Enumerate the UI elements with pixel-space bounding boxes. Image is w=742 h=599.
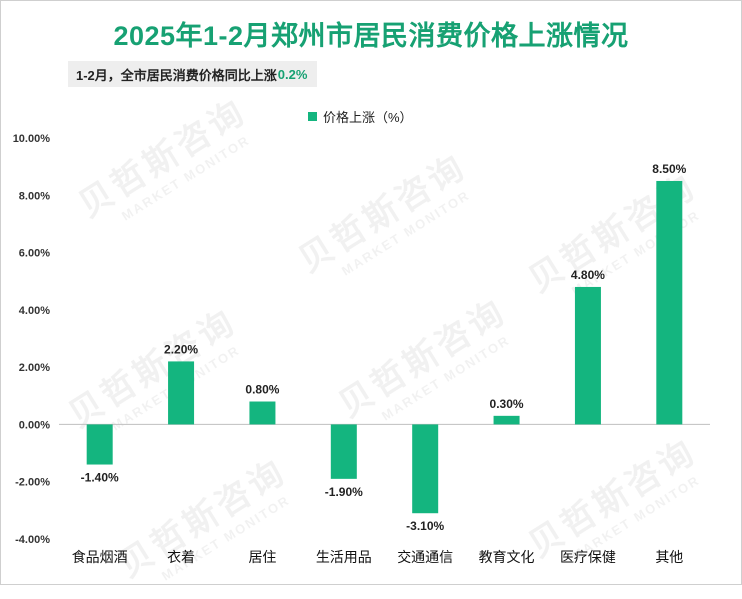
y-tick-label: 6.00% [19,248,50,260]
x-tick-label: 教育文化 [479,549,535,565]
x-tick-label: 交通通信 [397,549,453,565]
data-label: 2.20% [164,342,198,356]
bar-chart: -4.00% -2.00% 0.00% 2.00% 4.00% 6.00% 8.00% 10.… [13,133,710,565]
x-tick-label: 其他 [655,549,683,565]
bar [412,424,439,514]
subtitle-text: 1-2月，全市居民消费价格同比上涨 [76,67,277,83]
x-tick-label: 居住 [248,549,276,565]
bar [330,424,357,479]
bar [493,415,520,425]
chart-title: 2025年1-2月郑州市居民消费价格上涨情况 [113,21,629,51]
bar [656,180,683,425]
y-tick-label: 8.00% [19,190,50,202]
data-label: 8.50% [652,162,686,176]
y-tick-label: 10.00% [13,133,51,145]
bar [86,424,113,465]
legend-label: 价格上涨（%） [323,110,413,125]
subtitle-value: 0.2% [277,66,308,82]
y-tick-label: -2.00% [15,477,50,489]
data-label: 4.80% [571,268,605,282]
chart-frame [0,0,742,585]
y-tick-label: 0.00% [19,419,50,431]
data-label: -1.90% [325,485,363,499]
y-tick-label: 2.00% [19,362,50,374]
x-tick-label: 衣着 [167,549,195,565]
data-label: -3.10% [406,519,444,533]
data-label: -1.40% [81,471,119,485]
legend-swatch [308,112,317,121]
x-tick-label: 生活用品 [316,549,372,565]
y-tick-label: -4.00% [15,534,50,546]
bar [168,361,195,425]
data-label: 0.80% [245,383,279,397]
legend: 价格上涨（%） [308,107,413,126]
bar [574,286,601,425]
x-tick-label: 医疗保健 [560,549,616,565]
data-label: 0.30% [490,397,524,411]
x-tick-label: 食品烟酒 [72,549,128,565]
bar [249,401,276,425]
subtitle-box: 1-2月，全市居民消费价格同比上涨 0.2% [68,61,318,87]
y-tick-label: 4.00% [19,305,50,317]
